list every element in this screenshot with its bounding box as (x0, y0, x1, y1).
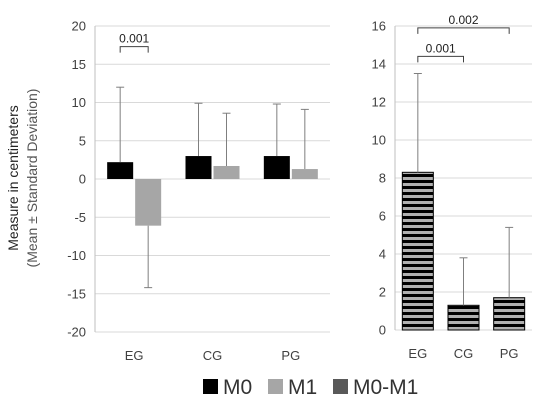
left-chart-panel: -20 -15 -10 -5 0 5 10 15 20 EG CG PG 0.001 (67, 19, 330, 363)
chart1-bar-m0-cg (185, 156, 212, 179)
chart1-bar-m1-cg (213, 165, 240, 179)
chart2-significance-label: 0.001 (426, 41, 456, 55)
chart2-y-tick-label: 6 (379, 209, 386, 224)
legend-item-m0-m1: M0-M1 (333, 376, 418, 399)
chart2-x-tick-label: PG (500, 346, 519, 361)
chart1-y-tick-label: 10 (72, 95, 86, 110)
chart1-y-tick-label: 15 (72, 57, 86, 72)
chart1-bar-m1-pg (291, 169, 318, 179)
chart1-y-tick-label: -20 (67, 325, 86, 340)
chart1-bar-m1-eg (135, 179, 162, 226)
chart2-y-tick-label: 16 (372, 19, 386, 34)
chart2-y-tick-label: 0 (379, 323, 386, 338)
chart1-y-tick-label: 20 (72, 19, 86, 34)
chart1-bar-m0-pg (263, 156, 290, 179)
chart2-significance-label: 0.002 (448, 13, 478, 27)
chart1-y-tick-label: -15 (67, 286, 86, 301)
chart2-y-tick-label: 10 (372, 133, 386, 148)
chart1-y-tick-label: 0 (79, 172, 86, 187)
right-chart-panel: 0 2 4 6 8 10 12 14 16 EG CG PG 0.001 0.002 (372, 13, 532, 361)
y-axis-label-line1: Measure in centimeters (5, 105, 21, 251)
chart2-bar-m0-m1-eg (401, 171, 434, 331)
chart1-significance-bracket (119, 46, 149, 53)
chart2-y-tick-label: 2 (379, 285, 386, 300)
chart2-significance-bracket (417, 55, 464, 63)
chart2-x-tick-label: EG (408, 346, 427, 361)
chart1-significance-label: 0.001 (119, 32, 149, 46)
chart1-x-tick-label: CG (203, 348, 223, 363)
chart2-y-tick-label: 12 (372, 95, 386, 110)
chart1-x-tick-label: EG (125, 348, 144, 363)
chart2-bar-m0-m1-cg (447, 304, 480, 331)
chart1-x-tick-label: PG (281, 348, 300, 363)
chart2-significance-bracket (417, 27, 510, 34)
chart1-bar-m0-eg (107, 162, 134, 179)
chart2-bar-m0-m1-pg (493, 297, 526, 331)
legend-label-m0-m1: M0-M1 (353, 376, 418, 399)
y-axis-label-line2: (Mean ± Standard Deviation) (24, 89, 40, 268)
legend-swatch-m0-m1 (333, 379, 348, 394)
chart2-y-tick-label: 4 (379, 247, 386, 262)
chart1-y-tick-label: 5 (79, 133, 86, 148)
legend-item-m0: M0 (203, 376, 252, 399)
chart2-x-tick-label: CG (454, 346, 474, 361)
legend-label-m1: M1 (288, 376, 317, 399)
y-axis-label: Measure in centimeters (Mean ± Standard … (5, 89, 40, 268)
legend-swatch-m0 (203, 379, 218, 394)
legend-label-m0: M0 (223, 376, 252, 399)
legend-swatch-m1 (268, 379, 283, 394)
legend: M0 M1 M0-M1 (203, 376, 418, 399)
chart1-y-tick-label: -10 (67, 248, 86, 263)
chart2-y-tick-label: 14 (372, 57, 386, 72)
chart1-y-tick-label: -5 (74, 210, 86, 225)
legend-item-m1: M1 (268, 376, 317, 399)
chart2-y-tick-label: 8 (379, 171, 386, 186)
